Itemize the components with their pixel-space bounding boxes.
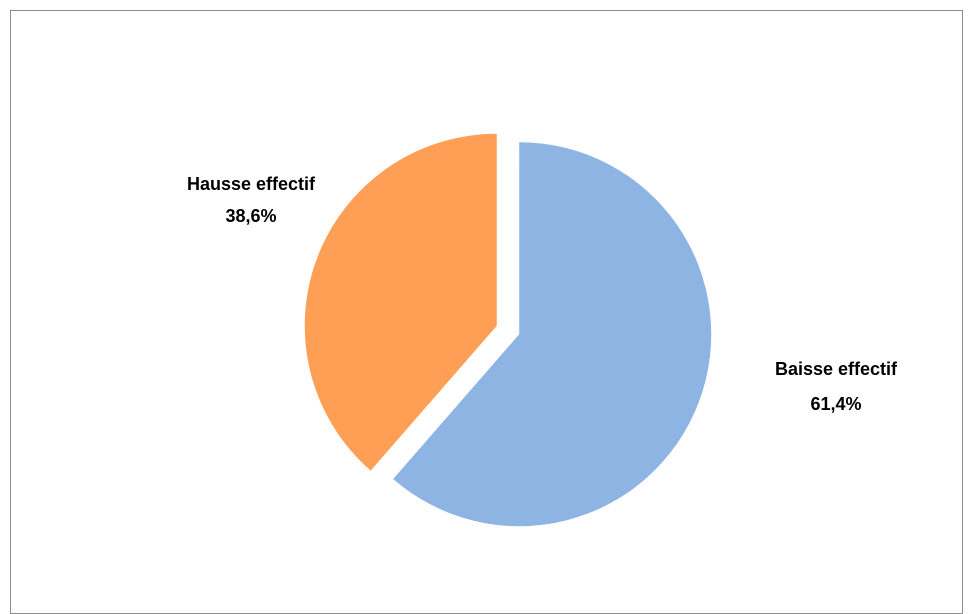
slice-label-baisse-value: 61,4% (810, 394, 861, 414)
pie-slice-baisse (393, 142, 712, 527)
slice-label-hausse-value: 38,6% (225, 206, 276, 226)
pie-slice-hausse (304, 133, 497, 471)
slice-label-baisse: Baisse effectif 61,4% (775, 359, 898, 414)
slice-label-hausse: Hausse effectif 38,6% (187, 174, 316, 226)
pie-slices (304, 133, 712, 527)
slice-label-baisse-name: Baisse effectif (775, 359, 898, 379)
slice-label-hausse-name: Hausse effectif (187, 174, 316, 194)
